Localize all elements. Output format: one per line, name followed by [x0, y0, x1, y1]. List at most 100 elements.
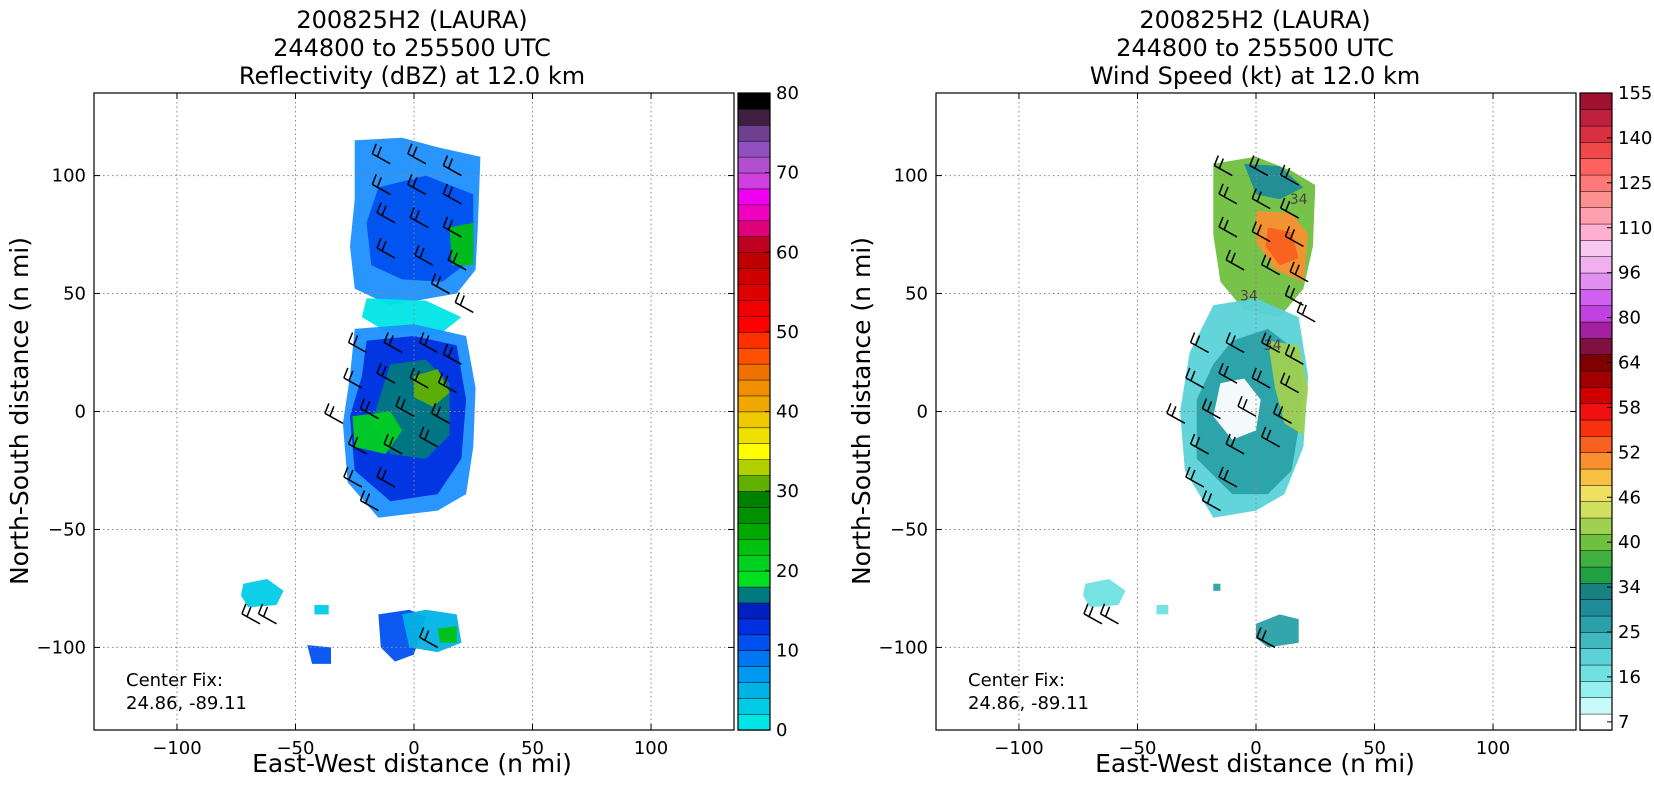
wind-barb-feather: [1230, 252, 1236, 264]
wind-barb: [1185, 367, 1205, 389]
wind-barb-feather: [414, 210, 420, 221]
colorbar-segment: [1579, 697, 1613, 715]
wind-barb-feather: [1289, 347, 1296, 358]
wind-barb: [1201, 398, 1221, 420]
wind-barb: [437, 372, 458, 394]
colorbar-tick-label: 10: [776, 640, 799, 661]
colorbar-segment: [737, 570, 771, 588]
wind-barb: [447, 249, 467, 271]
wind-barb-feather: [1301, 304, 1307, 316]
echo-region-sw-cell: [241, 579, 284, 608]
wind-barb-feather: [1213, 155, 1219, 166]
colorbar-segment: [1579, 386, 1613, 404]
colorbar-tick-label: 58: [1618, 397, 1641, 418]
wind-barb: [1289, 261, 1309, 283]
wind-barb: [376, 202, 396, 224]
wind-barb: [1218, 216, 1238, 238]
reflectivity-panel: 200825H2 (LAURA) 244800 to 255500 UTC Re…: [5, 6, 799, 778]
wind-barb-shaft: [376, 212, 396, 224]
wind-barb-feather: [364, 401, 371, 412]
wind-barb: [409, 207, 429, 229]
colorbar-segment: [737, 506, 771, 524]
wind-barb-feather: [1284, 375, 1291, 386]
y-tick-label: −100: [37, 637, 86, 658]
wind-barb-feather: [1256, 370, 1262, 382]
echo-region-northern-red: [1265, 227, 1299, 266]
colorbar-tick-label: 155: [1618, 83, 1652, 104]
wind-barb-shaft: [414, 254, 434, 266]
colorbar-segment: [737, 331, 771, 349]
wind-barb-feather: [1256, 627, 1262, 638]
wind-barb-feather: [347, 433, 354, 445]
wind-barb: [347, 433, 367, 455]
colorbar-tick-label: 20: [776, 561, 799, 582]
wind-barb: [442, 155, 462, 177]
wind-barb: [1213, 155, 1233, 177]
wind-barb: [1261, 254, 1281, 276]
wind-barb-feather: [1218, 158, 1224, 169]
wind-barb: [1218, 362, 1238, 384]
x-tick-label: 100: [1476, 738, 1510, 759]
wind-barb-feather: [381, 205, 387, 217]
wind-barb: [419, 332, 439, 354]
colorbar-segment: [737, 363, 771, 381]
colorbar-segment: [737, 220, 771, 237]
wind-barb-shaft: [1202, 499, 1221, 512]
colorbar-segment: [737, 395, 771, 413]
wind-barb-shaft: [1100, 613, 1119, 625]
colorbar-segment: [1579, 501, 1613, 519]
wind-barb-feather: [1284, 285, 1291, 296]
wind-barb-feather: [1279, 197, 1286, 209]
wind-barb-feather: [419, 627, 425, 638]
wind-barb-shaft: [443, 193, 462, 205]
wind-barb: [1284, 226, 1304, 248]
wind-barb-feather: [246, 606, 252, 618]
colorbar-tick-label: 60: [776, 242, 799, 263]
wind-barb-shaft: [1190, 341, 1209, 354]
colorbar-segment: [737, 681, 771, 699]
colorbar-tick-label: 70: [776, 163, 799, 184]
wind-barb-shaft: [360, 407, 379, 420]
wind-barb-shaft: [1261, 436, 1281, 448]
y-tick-label: −50: [48, 519, 86, 540]
wind-barb-feather: [262, 606, 269, 618]
contour-label: 34: [1240, 289, 1258, 305]
wind-barb: [407, 143, 427, 165]
colorbar-tick-label: 7: [1618, 712, 1629, 733]
colorbar-segment: [1579, 517, 1613, 535]
wind-barb-feather: [419, 247, 425, 259]
colorbar-segment: [737, 140, 771, 158]
wind-barb-shaft: [1225, 443, 1245, 455]
wind-barb-shaft: [395, 405, 415, 417]
echo-region-s-speck: [1213, 583, 1221, 591]
right-x-axis-label: East-West distance (n mi): [1095, 749, 1415, 778]
colorbar-segment: [737, 650, 771, 667]
wind-barb: [414, 244, 434, 266]
colorbar-segment: [1579, 550, 1613, 568]
wind-barb: [383, 332, 403, 354]
wind-barb: [376, 466, 396, 488]
center-fix-annotation: Center Fix:: [126, 670, 223, 691]
x-tick-label: 100: [634, 738, 668, 759]
colorbar-tick-label: 140: [1618, 128, 1652, 149]
wind-barb-feather: [376, 146, 382, 158]
wind-barb-feather: [414, 370, 420, 382]
wind-barb-feather: [412, 146, 418, 158]
wind-barb-feather: [447, 158, 454, 169]
wind-barb: [1218, 183, 1238, 205]
colorbar-segment: [737, 379, 771, 397]
wind-barb-feather: [1279, 164, 1286, 176]
wind-barb-feather: [1242, 398, 1248, 410]
wind-barb-shaft: [1280, 381, 1300, 394]
colorbar-segment: [1579, 256, 1613, 274]
colorbar-segment: [737, 188, 771, 206]
wind-barb-feather: [1289, 229, 1296, 240]
wind-barb-shaft: [1185, 476, 1205, 488]
y-tick-label: 50: [63, 284, 86, 305]
wind-barb-feather: [1230, 335, 1236, 346]
colorbar-segment: [1579, 419, 1613, 437]
colorbar-segment: [737, 443, 771, 460]
wind-barb-feather: [1218, 183, 1224, 195]
wind-barb-feather: [1251, 188, 1257, 199]
colorbar-segment: [1579, 582, 1613, 600]
